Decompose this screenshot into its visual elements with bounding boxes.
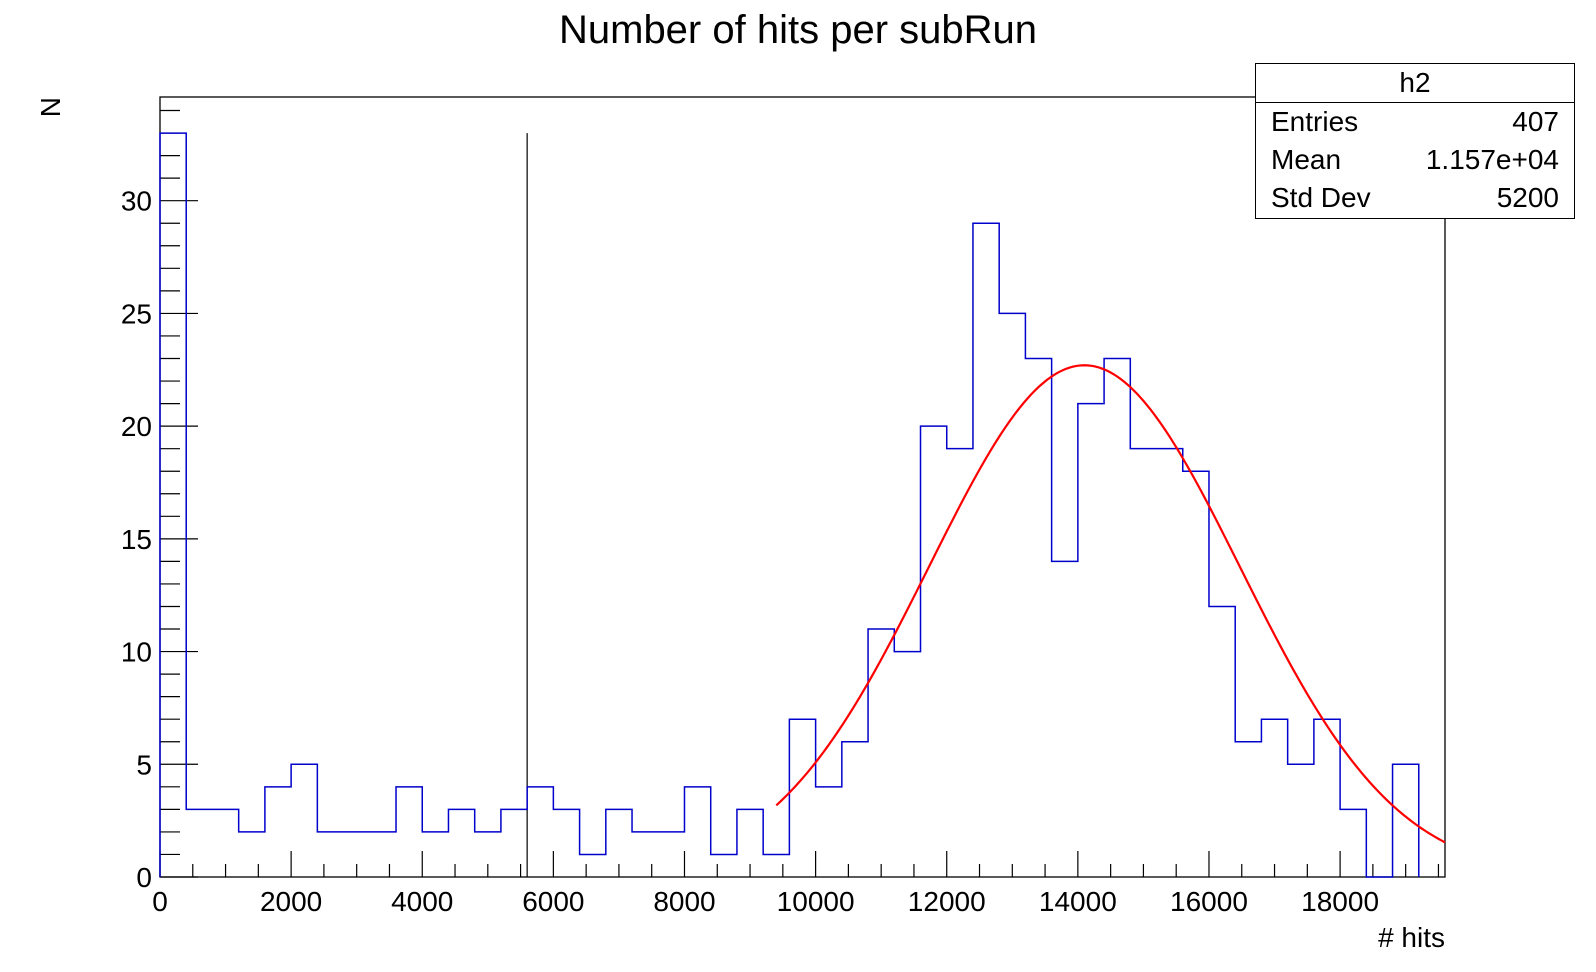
x-tick-label: 2000 <box>260 886 322 917</box>
histogram-bin <box>947 449 973 877</box>
x-tick-label: 14000 <box>1039 886 1117 917</box>
stats-mean-value: 1.157e+04 <box>1425 144 1559 175</box>
histogram-bin <box>186 809 212 877</box>
stats-mean-label: Mean <box>1271 144 1342 175</box>
histogram-bin <box>1078 404 1104 877</box>
histogram-bin <box>658 832 684 877</box>
histogram-bin <box>632 832 658 877</box>
axis-tick-labels: 0 2000 4000 6000 8000 10000 12000 14000 16000 180… <box>121 186 1379 917</box>
x-tick-label: 8000 <box>653 886 715 917</box>
x-tick-label: 4000 <box>391 886 453 917</box>
histogram-bin <box>291 764 317 877</box>
stats-stddev-label: Std Dev <box>1271 182 1371 213</box>
x-axis-label: # hits <box>1378 922 1445 953</box>
x-tick-label: 10000 <box>777 886 855 917</box>
x-tick-label: 16000 <box>1170 886 1248 917</box>
histogram-bin <box>1209 606 1235 877</box>
histogram-bin <box>475 832 501 877</box>
histogram-bin <box>1052 561 1078 877</box>
stats-row-entries: Entries 407 <box>1256 103 1574 141</box>
stats-entries-value: 407 <box>1512 106 1559 137</box>
histogram-bin <box>396 787 422 877</box>
histogram-bin <box>265 787 291 877</box>
histogram-bin <box>816 787 842 877</box>
histogram-bin <box>344 832 370 877</box>
histogram-bin <box>842 742 868 877</box>
stats-entries-label: Entries <box>1271 106 1359 137</box>
y-tick-label: 5 <box>136 749 152 780</box>
histogram-bin <box>1025 359 1051 877</box>
chart-title: Number of hits per subRun <box>558 8 1037 52</box>
y-tick-label: 25 <box>121 298 152 329</box>
stats-row-mean: Mean 1.157e+04 <box>1256 141 1574 179</box>
stats-row-stddev: Std Dev 5200 <box>1256 179 1574 217</box>
y-tick-label: 10 <box>121 637 152 668</box>
histogram-bin <box>999 313 1025 877</box>
histogram-outline <box>159 132 1420 878</box>
histogram-series <box>159 132 1420 878</box>
gaussian-fit-curve <box>775 364 1446 844</box>
histogram-bin <box>684 787 710 877</box>
histogram-bin <box>763 854 789 877</box>
histogram-bin <box>370 832 396 877</box>
histogram-bin <box>1157 449 1183 877</box>
y-tick-label: 20 <box>121 411 152 442</box>
y-tick-label: 15 <box>121 524 152 555</box>
histogram-bin <box>1261 719 1287 877</box>
x-tick-label: 0 <box>152 886 168 917</box>
stats-box-title: h2 <box>1256 64 1574 103</box>
x-tick-label: 6000 <box>522 886 584 917</box>
histogram-bin <box>1183 471 1209 877</box>
histogram-bin <box>239 832 265 877</box>
histogram-bin <box>1314 719 1340 877</box>
y-axis-label: N <box>35 97 66 117</box>
histogram-bin <box>921 426 947 877</box>
histogram-bin <box>448 809 474 877</box>
fit-line <box>775 364 1446 844</box>
histogram-bin <box>606 809 632 877</box>
histogram-bin <box>580 854 606 877</box>
histogram-bin <box>1340 809 1366 877</box>
histogram-bin <box>160 133 186 877</box>
histogram-bin <box>553 809 579 877</box>
histogram-bin <box>737 809 763 877</box>
histogram-bin <box>1288 764 1314 877</box>
histogram-bin <box>1235 742 1261 877</box>
histogram-bin <box>501 809 527 877</box>
histogram-bin <box>789 719 815 877</box>
histogram-bin <box>1104 359 1130 877</box>
stats-box: h2 Entries 407 Mean 1.157e+04 Std Dev 52… <box>1255 63 1575 219</box>
stats-stddev-value: 5200 <box>1496 182 1559 213</box>
histogram-bin <box>1130 449 1156 877</box>
histogram-bin <box>1393 764 1419 877</box>
histogram-bin <box>973 223 999 877</box>
x-tick-label: 12000 <box>908 886 986 917</box>
histogram-bin <box>212 809 238 877</box>
histogram-bin <box>894 652 920 877</box>
x-tick-label: 18000 <box>1301 886 1379 917</box>
histogram-bin <box>711 854 737 877</box>
histogram-bin <box>868 629 894 877</box>
histogram-bin <box>527 787 553 877</box>
histogram-bin <box>317 832 343 877</box>
histogram-bin <box>422 832 448 877</box>
y-tick-label: 0 <box>136 862 152 893</box>
y-tick-label: 30 <box>121 186 152 217</box>
